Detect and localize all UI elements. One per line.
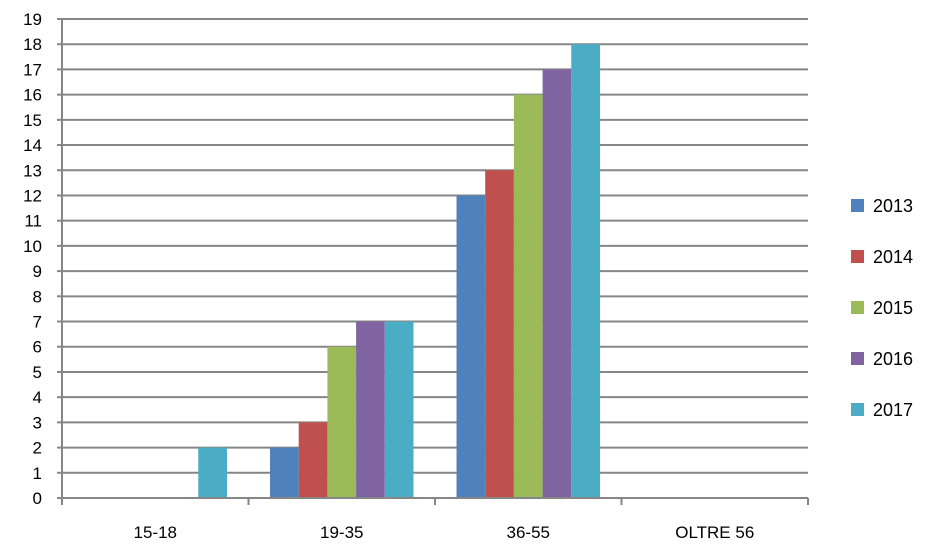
legend-label-2014: 2014	[873, 247, 913, 267]
legend-swatch-2016	[851, 352, 864, 365]
y-tick-label: 11	[24, 212, 42, 231]
y-tick-label: 18	[23, 35, 42, 54]
legend-swatch-2013	[851, 199, 864, 212]
y-tick-label: 10	[23, 237, 42, 256]
x-tick-label: 15-18	[134, 523, 177, 542]
y-tick-label: 12	[23, 186, 42, 205]
y-tick-label: 17	[23, 60, 42, 79]
bar-2015-36-55	[513, 94, 543, 498]
gridlines	[62, 18, 808, 474]
bar-2017-19-35	[384, 321, 414, 498]
legend-label-2013: 2013	[873, 196, 913, 216]
bar-2013-19-35	[270, 447, 299, 498]
y-tick-label: 15	[23, 111, 42, 130]
y-tick-label: 0	[33, 489, 42, 508]
bar-2016-36-55	[542, 69, 572, 498]
legend-label-2017: 2017	[873, 400, 913, 420]
y-tick-label: 16	[23, 86, 42, 105]
bar-2014-19-35	[298, 422, 328, 498]
bar-2015-19-35	[327, 346, 357, 498]
bar-2014-36-55	[485, 170, 514, 498]
legend-swatch-2015	[851, 301, 864, 314]
y-tick-label: 8	[33, 287, 42, 306]
bar-2013-36-55	[456, 195, 486, 498]
y-tick-label: 1	[33, 464, 42, 483]
y-tick-label: 7	[33, 313, 42, 332]
bar-2017-15-18	[198, 447, 227, 498]
bars	[198, 44, 600, 499]
legend-swatch-2017	[851, 403, 864, 416]
x-tick-label: 19-35	[320, 523, 363, 542]
bar-2016-19-35	[356, 321, 385, 498]
y-tick-label: 13	[23, 161, 42, 180]
y-tick-label: 14	[23, 136, 42, 155]
x-tick-label: OLTRE 56	[675, 523, 754, 542]
legend: 2013 2014 2015 2016 2017	[851, 196, 913, 420]
y-tick-label: 6	[33, 338, 42, 357]
y-tick-label: 5	[33, 363, 42, 382]
y-tick-label: 19	[23, 10, 42, 29]
legend-label-2016: 2016	[873, 349, 913, 369]
y-tick-label: 4	[33, 388, 42, 407]
y-tick-label: 9	[33, 262, 42, 281]
y-tick-label: 3	[33, 413, 42, 432]
x-tick-label: 36-55	[507, 523, 550, 542]
legend-label-2015: 2015	[873, 298, 913, 318]
bar-2017-36-55	[571, 44, 600, 499]
legend-swatch-2014	[851, 250, 864, 263]
y-tick-label: 2	[33, 439, 42, 458]
